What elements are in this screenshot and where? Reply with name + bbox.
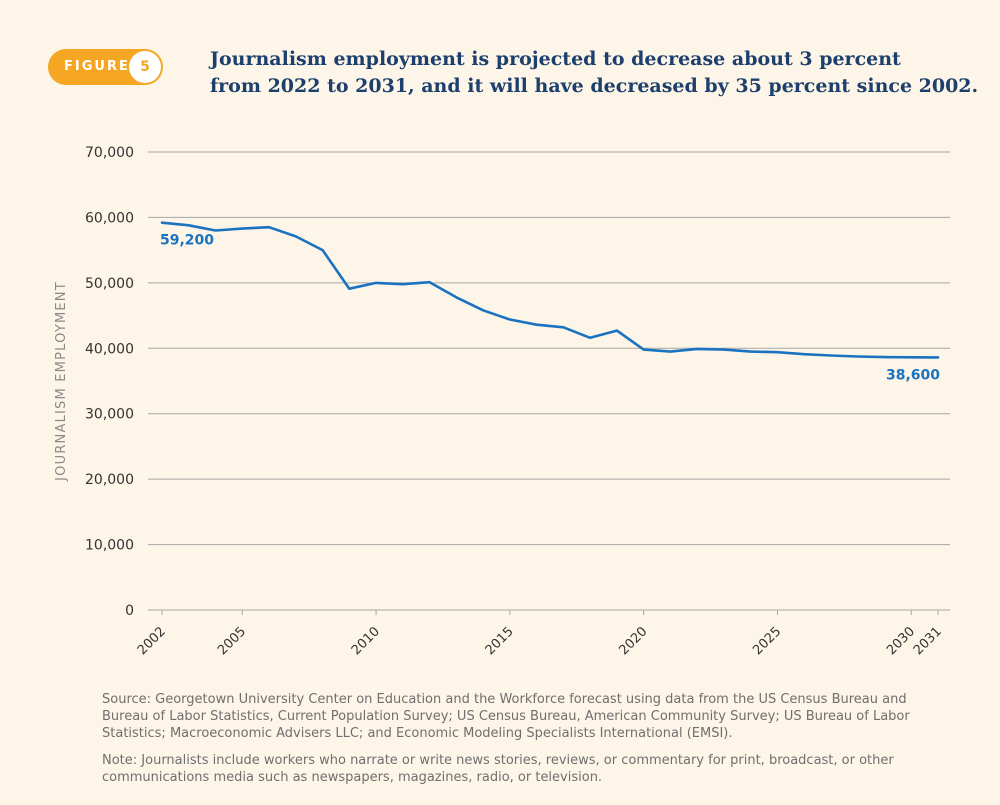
x-tick-label: 2025 — [750, 624, 784, 658]
x-tick-label: 2002 — [135, 624, 169, 658]
x-tick-label: 2020 — [616, 624, 650, 658]
x-tick-label: 2005 — [215, 624, 249, 658]
y-tick-label: 60,000 — [85, 210, 134, 226]
y-tick-label: 50,000 — [85, 276, 134, 292]
x-tick-label: 2010 — [349, 624, 383, 658]
series — [160, 221, 940, 359]
footer: Source: Georgetown University Center on … — [102, 691, 922, 796]
chart-title-line-1: Journalism employment is projected to de… — [210, 48, 901, 70]
x-tick-label: 2030 — [884, 624, 918, 658]
y-tick-label: 40,000 — [85, 341, 134, 357]
y-tick-label: 10,000 — [85, 538, 134, 554]
data-labels: 59,200 38,600 — [160, 233, 940, 384]
definition-note: Note: Journalists include workers who na… — [102, 753, 894, 785]
chart-title: Journalism employment is projected to de… — [210, 46, 979, 100]
figure-badge: FIGURE 5 — [48, 49, 163, 85]
x-tick-label: 2015 — [483, 624, 517, 658]
series-line-journalism-employment — [160, 221, 940, 359]
x-tick-label: 2031 — [911, 624, 945, 658]
y-tick-label: 70,000 — [85, 145, 134, 161]
data-label-start: 59,200 — [160, 233, 214, 249]
y-axis-ticks: 0 10,000 20,000 30,000 40,000 50,000 60,000 70,… — [85, 145, 134, 619]
figure-label: FIGURE — [64, 59, 130, 74]
figure-number: 5 — [129, 51, 161, 83]
y-tick-label: 0 — [125, 603, 134, 619]
line-chart: 0 10,000 20,000 30,000 40,000 50,000 60,000 70,… — [54, 145, 950, 658]
y-tick-label: 30,000 — [85, 407, 134, 423]
chart-title-line-2: from 2022 to 2031, and it will have decr… — [210, 75, 979, 97]
y-axis-label: JOURNALISM EMPLOYMENT — [54, 281, 69, 482]
data-label-end: 38,600 — [886, 367, 940, 383]
y-tick-label: 20,000 — [85, 472, 134, 488]
gridlines — [148, 151, 950, 611]
source-note: Source: Georgetown University Center on … — [102, 692, 910, 741]
